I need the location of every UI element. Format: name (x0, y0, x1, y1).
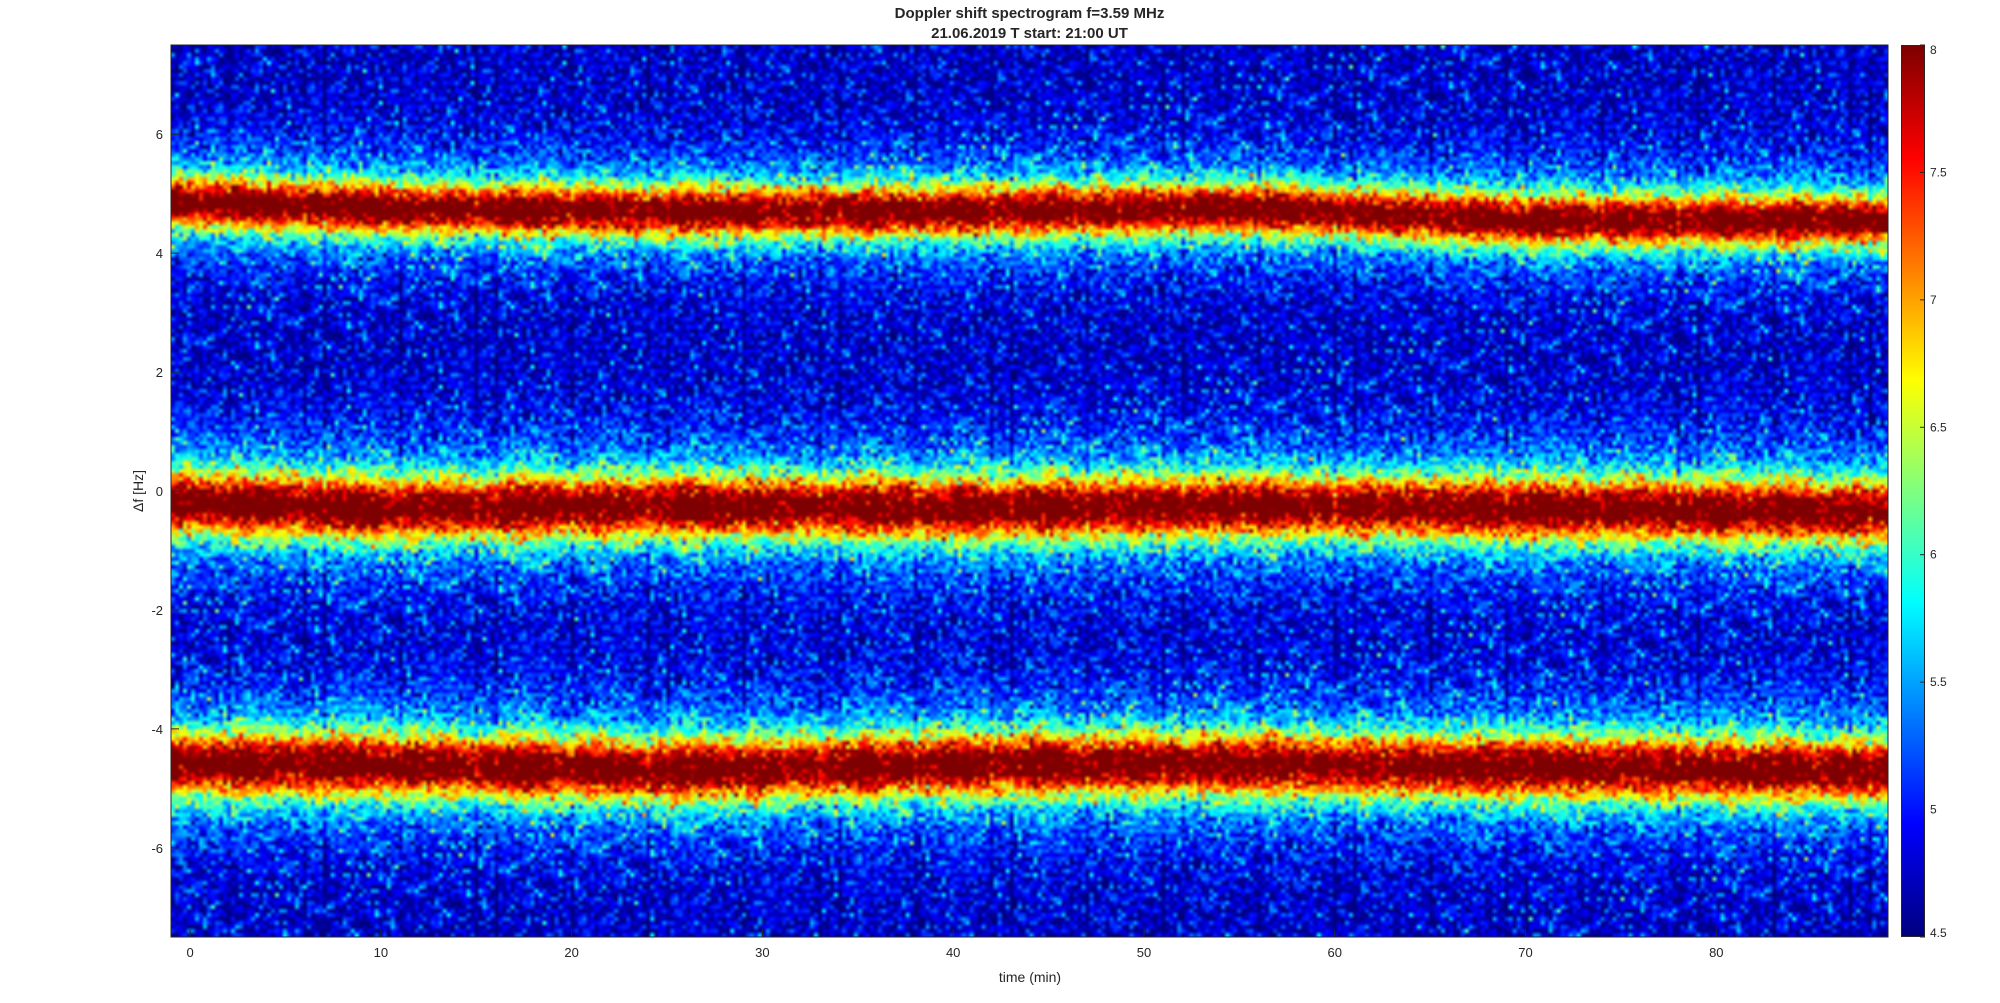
spectrogram-heatmap (171, 45, 1888, 937)
chart-title: Doppler shift spectrogram f=3.59 MHz (894, 5, 1165, 22)
colorbar-tick-label: 5 (1930, 803, 1937, 817)
spectrogram-plot-area (171, 45, 1888, 937)
x-tick-label: 30 (755, 945, 769, 960)
colorbar-tick-label: 5.5 (1930, 675, 1947, 689)
colorbar-tick-label: 7.5 (1930, 165, 1947, 179)
y-axis-label: Δf [Hz] (130, 470, 146, 512)
x-tick-label: 80 (1709, 945, 1723, 960)
colorbar-tick-label: 8 (1930, 43, 1937, 57)
x-tick-label: 50 (1137, 945, 1151, 960)
y-tick-label: 4 (156, 246, 163, 261)
y-tick-label: 2 (156, 365, 163, 380)
x-tick-label: 10 (374, 945, 388, 960)
x-tick-label: 20 (564, 945, 578, 960)
x-tick-label: 70 (1518, 945, 1532, 960)
x-axis-label: time (min) (999, 969, 1061, 985)
colorbar-tick-label: 7 (1930, 293, 1937, 307)
y-tick-label: 0 (156, 484, 163, 499)
chart-subtitle: 21.06.2019 T start: 21:00 UT (931, 25, 1128, 42)
x-tick-label: 60 (1328, 945, 1342, 960)
y-tick-label: -2 (151, 603, 163, 618)
y-tick-label: 6 (156, 127, 163, 142)
colorbar-tick-label: 6.5 (1930, 420, 1947, 434)
y-tick-label: -6 (151, 841, 163, 856)
colorbar-tick-label: 4.5 (1930, 926, 1947, 940)
x-tick-label: 0 (186, 945, 193, 960)
x-tick-label: 40 (946, 945, 960, 960)
colorbar (1901, 45, 1925, 937)
colorbar-tick-label: 6 (1930, 548, 1937, 562)
y-tick-label: -4 (151, 722, 163, 737)
